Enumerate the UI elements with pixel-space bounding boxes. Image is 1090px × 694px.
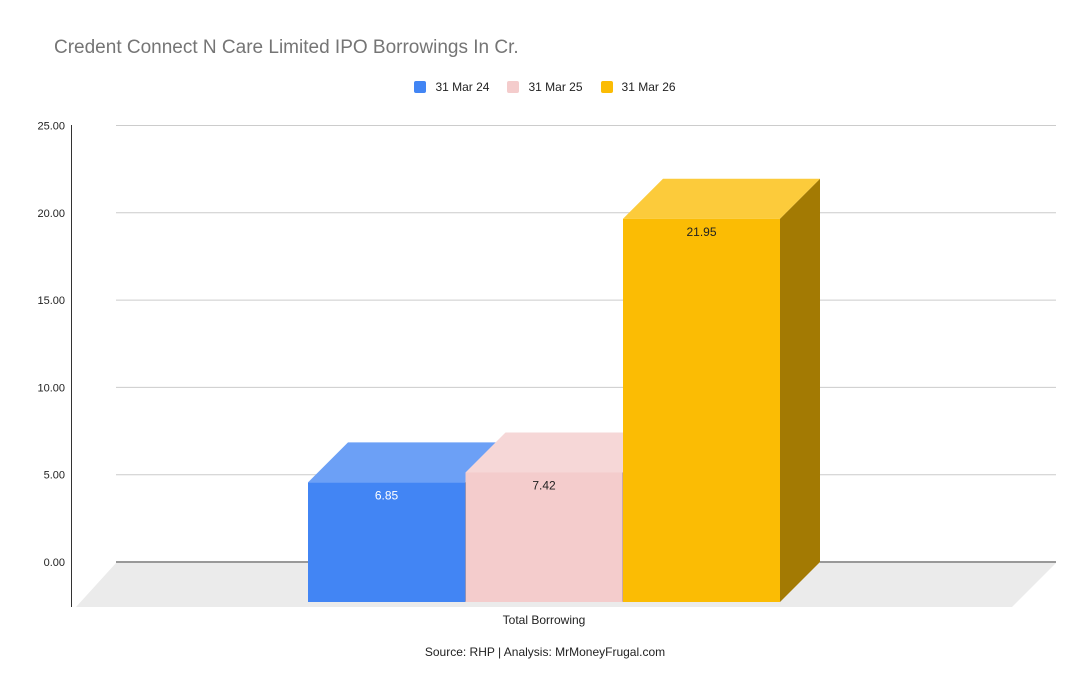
grid-layer	[116, 125, 1056, 476]
y-tick-label: 20.00	[37, 208, 65, 220]
legend-label-31-mar-25: 31 Mar 25	[528, 80, 583, 94]
bar-top-31-mar-25	[465, 432, 663, 473]
y-tick-label: 15.00	[37, 295, 65, 307]
legend-swatch-31-mar-25	[507, 81, 520, 93]
legend-label-31-mar-26: 31 Mar 26	[621, 80, 676, 94]
x-category-label: Total Borrowing	[503, 613, 586, 627]
y-tick-label: 0.00	[44, 557, 65, 569]
legend-swatch-31-mar-24	[414, 81, 427, 93]
bar-31-mar-26[interactable]	[623, 218, 780, 603]
chart-title: Credent Connect N Care Limited IPO Borro…	[54, 37, 519, 58]
source-note: Source: RHP | Analysis: MrMoneyFrugal.co…	[424, 645, 666, 659]
bar-top-31-mar-26	[623, 178, 820, 219]
y-tick-label: 25.00	[37, 121, 65, 133]
legend-item-31-mar-26[interactable]: 31 Mar 26	[600, 80, 676, 94]
legend-swatch-31-mar-26	[600, 81, 613, 93]
legend-item-31-mar-25[interactable]: 31 Mar 25	[507, 80, 583, 94]
data-label-31-mar-24: 6.85	[375, 488, 399, 502]
y-tick-label: 5.00	[44, 470, 65, 482]
label-layer: 0.00 5.00 10.00 15.00 20.00 25.00 6.85 7.42 21.9…	[37, 121, 716, 628]
bar-31-mar-25[interactable]	[465, 472, 623, 602]
bar-side-31-mar-26	[780, 178, 820, 603]
legend-item-31-mar-24[interactable]: 31 Mar 24	[414, 80, 489, 94]
bar-31-mar-24[interactable]	[308, 482, 465, 602]
legend-label-31-mar-24: 31 Mar 24	[435, 80, 490, 94]
bar-layer	[308, 178, 820, 603]
bar-top-31-mar-24	[308, 442, 505, 483]
data-label-31-mar-25: 7.42	[532, 478, 556, 492]
y-tick-label: 10.00	[37, 382, 65, 394]
legend: 31 Mar 24 31 Mar 25 31 Mar 26	[0, 80, 1090, 94]
data-label-31-mar-26: 21.95	[686, 225, 716, 239]
